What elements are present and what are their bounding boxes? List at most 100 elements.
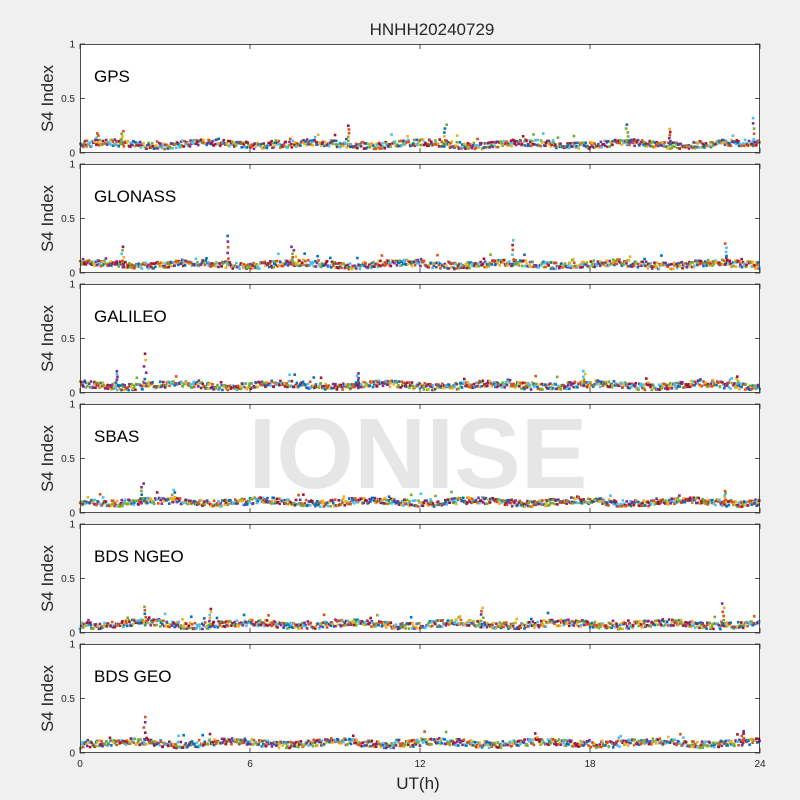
y-tick-label: 1 <box>69 40 75 51</box>
data-point <box>650 500 654 504</box>
data-point <box>368 145 372 149</box>
data-point <box>419 143 423 147</box>
spike-point <box>226 262 229 266</box>
data-point <box>429 383 432 386</box>
data-point <box>597 626 601 630</box>
data-point <box>195 263 198 266</box>
data-point <box>186 141 190 145</box>
data-point <box>294 263 298 266</box>
data-point <box>131 740 134 743</box>
data-point <box>631 500 634 504</box>
data-point <box>672 261 676 265</box>
data-point <box>544 144 547 148</box>
data-point <box>341 497 345 501</box>
data-point <box>247 740 251 744</box>
data-point <box>106 387 110 391</box>
data-point <box>207 623 210 627</box>
data-point <box>573 141 577 145</box>
data-point <box>409 383 412 387</box>
data-point <box>205 624 209 628</box>
data-point <box>180 139 184 142</box>
data-point <box>740 257 743 261</box>
data-point <box>81 261 85 264</box>
spike-point <box>357 381 361 385</box>
data-point <box>495 140 499 143</box>
data-point <box>242 385 245 388</box>
data-point <box>615 504 619 508</box>
data-point <box>674 498 678 501</box>
data-point <box>225 623 228 627</box>
data-point <box>354 621 357 624</box>
data-point <box>302 141 305 144</box>
data-point <box>685 385 689 389</box>
data-point <box>126 616 129 620</box>
data-point <box>611 501 615 504</box>
data-point <box>118 139 122 143</box>
data-point <box>694 259 698 263</box>
data-point <box>730 264 734 267</box>
data-point <box>205 499 209 502</box>
data-point <box>272 265 276 269</box>
data-point <box>467 624 471 627</box>
data-point <box>652 265 656 268</box>
data-point <box>727 503 731 507</box>
data-point <box>155 498 159 501</box>
data-point <box>240 621 243 624</box>
data-point <box>296 261 299 265</box>
data-point <box>709 382 713 385</box>
data-point <box>113 138 117 141</box>
data-point <box>391 141 395 145</box>
data-point <box>508 378 512 382</box>
data-point <box>696 381 700 385</box>
data-point <box>331 262 334 265</box>
data-point <box>297 493 300 497</box>
data-point <box>504 380 508 384</box>
data-point <box>736 625 739 628</box>
data-point <box>666 500 669 504</box>
data-point <box>466 381 469 384</box>
spike-point <box>122 129 125 133</box>
spike-point <box>346 124 350 128</box>
data-point <box>306 263 309 267</box>
data-point <box>572 143 576 146</box>
data-point <box>570 500 574 504</box>
data-point <box>402 139 405 143</box>
data-point <box>339 142 343 146</box>
data-point <box>195 741 199 744</box>
data-point <box>329 266 333 269</box>
data-point <box>542 265 546 269</box>
data-point <box>478 385 482 389</box>
spike-point <box>668 127 671 131</box>
data-point <box>722 386 726 390</box>
data-point <box>628 503 632 506</box>
data-point <box>495 622 498 626</box>
data-point <box>235 388 239 392</box>
data-point <box>314 383 318 386</box>
data-point <box>343 266 347 270</box>
data-point <box>664 499 667 502</box>
data-point <box>108 262 112 265</box>
spike-point <box>625 139 628 142</box>
data-point <box>214 264 217 268</box>
spike-point <box>724 262 727 266</box>
data-point <box>139 497 142 500</box>
data-point <box>507 627 510 630</box>
data-point <box>727 141 731 145</box>
data-point <box>563 262 567 265</box>
data-point <box>173 625 176 629</box>
data-point <box>679 142 683 146</box>
data-point <box>354 267 358 270</box>
data-point <box>439 267 442 270</box>
data-point <box>532 382 536 386</box>
data-point <box>368 621 371 625</box>
data-point <box>496 381 500 385</box>
data-point <box>234 502 238 505</box>
data-point <box>656 261 659 264</box>
data-point <box>357 622 361 625</box>
data-point <box>708 499 712 502</box>
data-point <box>706 261 709 265</box>
data-point <box>519 626 523 630</box>
data-point <box>501 144 504 148</box>
data-point <box>307 258 310 262</box>
